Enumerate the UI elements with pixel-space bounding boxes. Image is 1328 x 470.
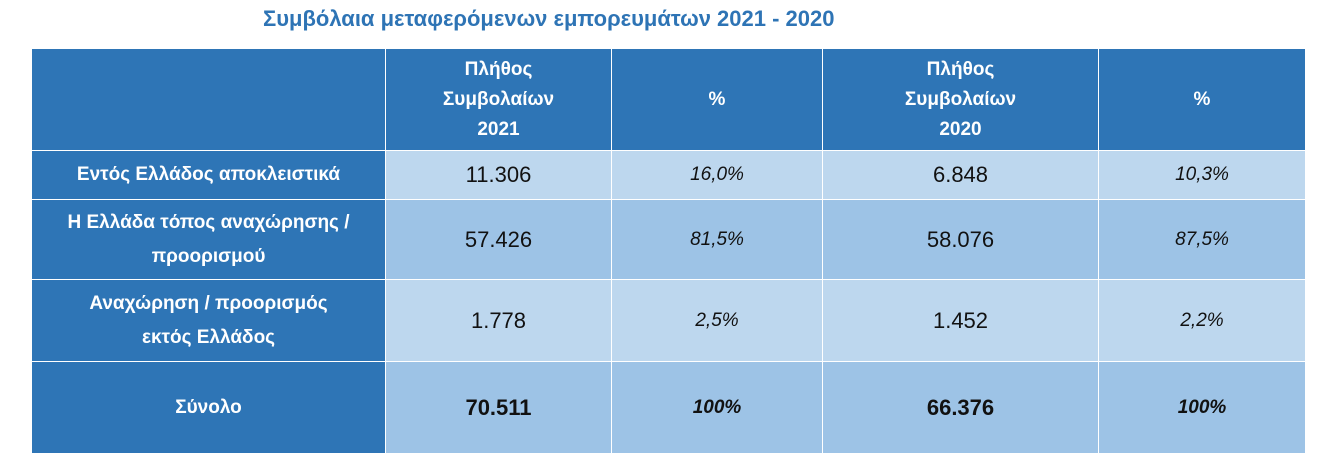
- row-label: Εντός Ελλάδος αποκλειστικά: [31, 150, 386, 200]
- pct-2021-cell: 100%: [611, 361, 823, 454]
- table-row-total: Σύνολο 70.511 100% 66.376 100%: [31, 361, 1306, 454]
- pct-2020-cell: 100%: [1098, 361, 1306, 454]
- header-count-2020-line: Πλήθος: [926, 58, 995, 80]
- header-row: Πλήθος Συμβολαίων 2021 % Πλήθος Συμβολαί…: [31, 48, 1306, 151]
- pct-2021-cell: 2,5%: [611, 279, 823, 362]
- row-label-line: Αναχώρηση / προορισμός: [89, 292, 328, 314]
- header-count-2021: Πλήθος Συμβολαίων 2021: [385, 48, 612, 151]
- count-2021-cell: 11.306: [385, 150, 612, 200]
- row-label: Αναχώρηση / προορισμός εκτός Ελλάδος: [31, 279, 386, 362]
- header-count-2021-line: 2021: [477, 118, 520, 140]
- header-count-2020: Πλήθος Συμβολαίων 2020: [822, 48, 1099, 151]
- row-label: Σύνολο: [31, 361, 386, 454]
- header-pct-2020: %: [1098, 48, 1306, 151]
- contracts-table: Πλήθος Συμβολαίων 2021 % Πλήθος Συμβολαί…: [31, 48, 1306, 454]
- pct-2021-cell: 81,5%: [611, 199, 823, 280]
- row-label-line: εκτός Ελλάδος: [141, 326, 276, 348]
- count-2020-cell: 6.848: [822, 150, 1099, 200]
- count-2021-cell: 1.778: [385, 279, 612, 362]
- header-corner-cell: [31, 48, 386, 151]
- header-count-2020-line: 2020: [939, 118, 982, 140]
- header-count-2020-line: Συμβολαίων: [904, 88, 1017, 110]
- count-2021-cell: 70.511: [385, 361, 612, 454]
- page-title: Συμβόλαια μεταφερόμενων εμπορευμάτων 202…: [263, 6, 835, 31]
- pct-2021-cell: 16,0%: [611, 150, 823, 200]
- header-count-2021-line: Συμβολαίων: [442, 88, 555, 110]
- row-label-line: Η Ελλάδα τόπος αναχώρησης /: [67, 211, 350, 233]
- pct-2020-cell: 2,2%: [1098, 279, 1306, 362]
- count-2021-cell: 57.426: [385, 199, 612, 280]
- header-count-2021-line: Πλήθος: [464, 58, 533, 80]
- row-label: Η Ελλάδα τόπος αναχώρησης / προορισμού: [31, 199, 386, 280]
- row-label-line: προορισμού: [151, 245, 266, 267]
- table-row: Εντός Ελλάδος αποκλειστικά 11.306 16,0% …: [31, 150, 1306, 200]
- pct-2020-cell: 87,5%: [1098, 199, 1306, 280]
- table-row: Η Ελλάδα τόπος αναχώρησης / προορισμού 5…: [31, 199, 1306, 280]
- pct-2020-cell: 10,3%: [1098, 150, 1306, 200]
- header-pct-2021: %: [611, 48, 823, 151]
- row-label-line: Σύνολο: [175, 396, 242, 418]
- table-row: Αναχώρηση / προορισμός εκτός Ελλάδος 1.7…: [31, 279, 1306, 362]
- count-2020-cell: 58.076: [822, 199, 1099, 280]
- count-2020-cell: 1.452: [822, 279, 1099, 362]
- count-2020-cell: 66.376: [822, 361, 1099, 454]
- row-label-line: Εντός Ελλάδος αποκλειστικά: [76, 164, 341, 185]
